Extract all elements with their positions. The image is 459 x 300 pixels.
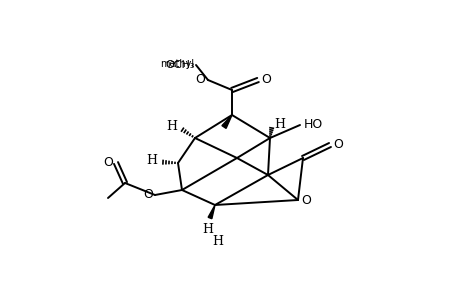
Text: O: O [300, 194, 310, 206]
Polygon shape [221, 115, 231, 128]
Text: O: O [332, 137, 342, 151]
Text: OCH₃: OCH₃ [165, 60, 195, 70]
Polygon shape [207, 205, 214, 219]
Text: methyl: methyl [160, 59, 194, 69]
Text: H: H [166, 121, 177, 134]
Text: H: H [274, 118, 285, 131]
Text: O: O [195, 73, 205, 85]
Text: H: H [202, 223, 213, 236]
Text: O: O [103, 155, 113, 169]
Text: HO: HO [303, 118, 323, 131]
Text: O: O [260, 73, 270, 85]
Text: H: H [146, 154, 157, 167]
Text: O: O [143, 188, 153, 202]
Text: H: H [212, 235, 223, 248]
